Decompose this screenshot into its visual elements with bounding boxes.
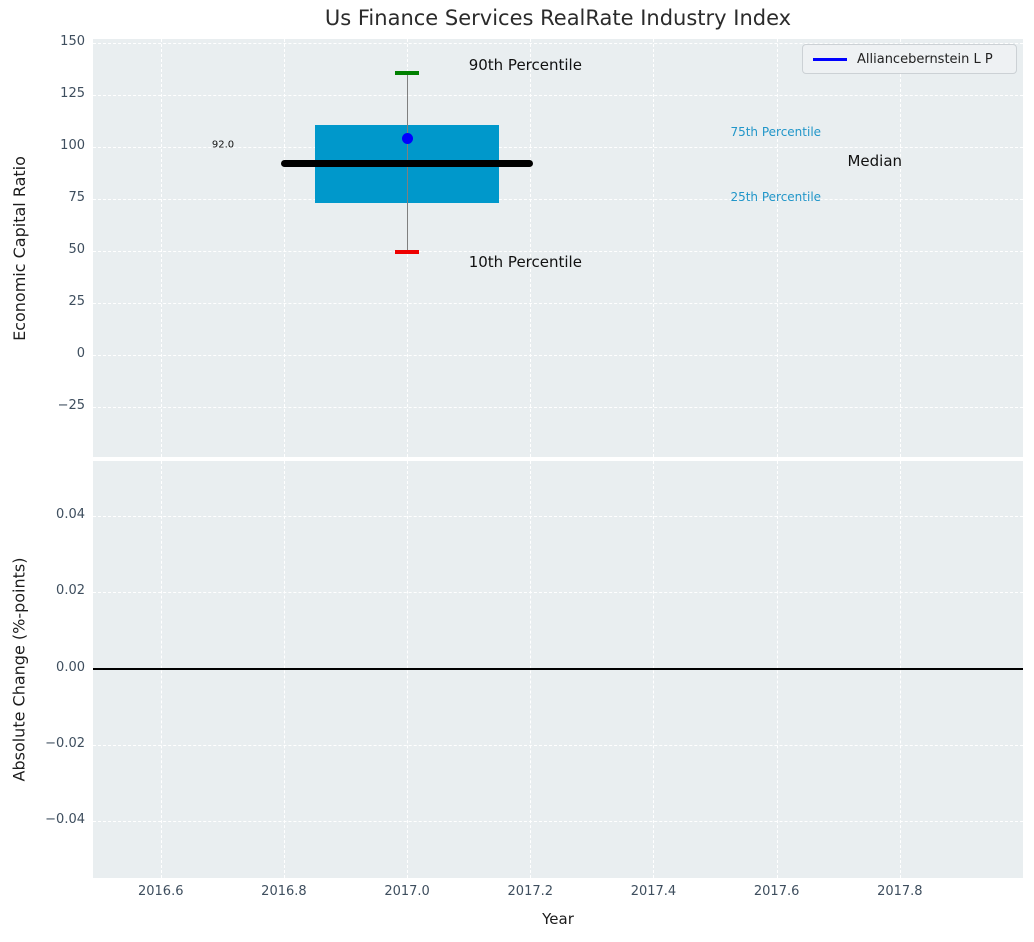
gridline-vertical bbox=[283, 39, 285, 457]
company-marker bbox=[401, 133, 413, 145]
y-axis-label-bottom: Absolute Change (%-points) bbox=[9, 557, 29, 782]
gridline-vertical bbox=[530, 39, 532, 457]
median-line bbox=[280, 160, 534, 168]
annotation-75th-percentile: 75th Percentile bbox=[730, 124, 822, 139]
annotation-median-value: 92.0 bbox=[211, 139, 235, 151]
gridline-horizontal bbox=[93, 199, 1023, 201]
gridline-horizontal bbox=[93, 303, 1023, 305]
y-tick-label: 0.00 bbox=[56, 659, 85, 675]
gridline-horizontal bbox=[93, 95, 1023, 97]
p90-cap bbox=[394, 71, 420, 75]
gridline-vertical bbox=[160, 39, 162, 457]
gridline-horizontal bbox=[93, 821, 1023, 823]
x-tick-label: 2017.2 bbox=[507, 884, 554, 899]
annotation-10th-percentile: 10th Percentile bbox=[468, 252, 582, 271]
annotation-90th-percentile: 90th Percentile bbox=[468, 55, 582, 74]
gridline-horizontal bbox=[93, 43, 1023, 45]
gridline-horizontal bbox=[93, 407, 1023, 409]
bottom-plot-area bbox=[93, 461, 1023, 878]
y-tick-label: 0.04 bbox=[56, 506, 85, 522]
gridline-vertical bbox=[899, 39, 901, 457]
y-tick-label: 75 bbox=[68, 190, 85, 206]
gridline-horizontal bbox=[93, 744, 1023, 746]
x-tick-label: 2016.6 bbox=[137, 884, 184, 899]
legend-line-icon bbox=[813, 57, 847, 61]
y-axis-label-top: Economic Capital Ratio bbox=[9, 155, 29, 341]
gridline-horizontal bbox=[93, 592, 1023, 594]
gridline-horizontal bbox=[93, 147, 1023, 149]
zero-line bbox=[93, 667, 1023, 670]
annotation-median: Median bbox=[847, 151, 903, 170]
chart-title: Us Finance Services RealRate Industry In… bbox=[324, 6, 792, 30]
gridline-vertical bbox=[776, 39, 778, 457]
gridline-horizontal bbox=[93, 251, 1023, 253]
y-tick-label: −0.04 bbox=[45, 812, 85, 828]
y-tick-label: 125 bbox=[60, 86, 85, 102]
y-tick-label: −0.02 bbox=[45, 735, 85, 751]
legend-label: Alliancebernstein L P bbox=[857, 51, 993, 67]
y-tick-label: 25 bbox=[68, 294, 85, 310]
gridline-horizontal bbox=[93, 515, 1023, 517]
y-tick-label: 0.02 bbox=[56, 583, 85, 599]
y-tick-label: 100 bbox=[60, 138, 85, 154]
annotation-25th-percentile: 25th Percentile bbox=[730, 190, 822, 205]
x-axis-label: Year bbox=[542, 910, 574, 928]
p10-cap bbox=[394, 250, 420, 254]
gridline-horizontal bbox=[93, 355, 1023, 357]
top-plot-area bbox=[93, 39, 1023, 457]
y-tick-label: −25 bbox=[57, 398, 85, 414]
x-tick-label: 2017.6 bbox=[753, 884, 800, 899]
gridline-vertical bbox=[407, 39, 409, 457]
y-tick-label: 50 bbox=[68, 242, 85, 258]
x-tick-label: 2017.0 bbox=[384, 884, 430, 899]
x-tick-label: 2017.4 bbox=[630, 884, 677, 899]
legend: Alliancebernstein L P bbox=[802, 44, 1017, 74]
x-tick-label: 2017.8 bbox=[877, 884, 923, 899]
y-tick-label: 150 bbox=[60, 34, 85, 50]
y-tick-label: 0 bbox=[76, 346, 85, 362]
gridline-vertical bbox=[653, 39, 655, 457]
x-tick-label: 2016.8 bbox=[261, 884, 307, 899]
